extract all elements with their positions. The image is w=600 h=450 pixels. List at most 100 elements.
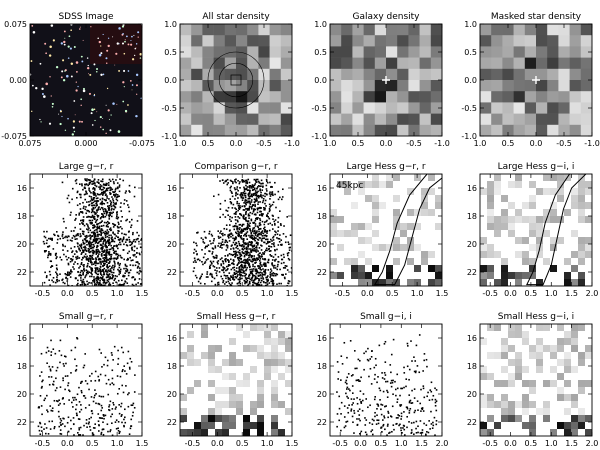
cmd-point — [240, 214, 243, 217]
density-cell — [386, 124, 398, 136]
cmd-point — [275, 273, 277, 275]
star-point — [72, 120, 76, 123]
hess-cell — [243, 345, 251, 353]
hess-cell — [508, 244, 516, 252]
cmd-point — [106, 235, 109, 238]
cmd-point — [243, 254, 246, 257]
cmd-point — [63, 417, 65, 420]
density-cell — [236, 57, 248, 70]
hess-cell — [393, 181, 401, 189]
hess-cell — [194, 352, 202, 360]
cmd-point — [76, 190, 79, 193]
cmd-point — [261, 214, 264, 217]
density-cell — [536, 46, 548, 58]
cmd-point — [265, 276, 267, 279]
cmd-point — [256, 178, 259, 181]
cmd-point — [94, 271, 97, 274]
cmd-point — [118, 388, 121, 390]
cmd-point — [199, 276, 202, 279]
hess-cell — [407, 265, 415, 273]
cmd-point — [239, 206, 242, 209]
cmd-point — [273, 222, 276, 225]
hess-cell — [522, 279, 530, 286]
cmd-point — [106, 266, 108, 268]
cmd-point — [87, 225, 89, 228]
hess-cell — [180, 352, 188, 360]
cmd-point — [38, 406, 40, 408]
density-cell — [180, 24, 192, 36]
hess-cell — [365, 251, 373, 259]
cmd-point — [243, 266, 246, 268]
cmd-point — [255, 246, 257, 249]
hess-cell — [194, 401, 202, 409]
cmd-point — [130, 226, 132, 229]
cmd-point — [259, 257, 262, 260]
density-cell — [236, 35, 248, 47]
density-cell — [386, 102, 398, 114]
density-cell — [341, 68, 353, 81]
cmd-point — [255, 181, 258, 183]
cmd-point — [109, 213, 111, 215]
density-cell — [580, 35, 592, 47]
cmd-point — [267, 278, 269, 281]
cmd-point — [253, 227, 256, 229]
density-cell — [430, 68, 442, 81]
cmd-point — [210, 242, 212, 245]
cmd-point — [63, 220, 65, 223]
cmd-point — [119, 283, 121, 286]
cmd-point — [121, 421, 123, 424]
cmd-point — [91, 268, 93, 270]
hess-cell — [543, 195, 551, 203]
density-cell — [341, 57, 353, 70]
cmd-point — [108, 211, 111, 214]
hess-cell — [414, 209, 422, 217]
cmd-point — [221, 277, 224, 280]
cmd-point — [86, 243, 88, 246]
density-cell — [374, 124, 387, 136]
cmd-point — [396, 387, 399, 390]
x-tick-label: 1.0 — [411, 289, 424, 298]
cmd-point — [255, 218, 257, 220]
cmd-point — [126, 238, 128, 241]
cmd-point — [252, 188, 255, 191]
cmd-point — [236, 244, 239, 247]
hess-cell — [208, 373, 216, 381]
cmd-point — [229, 198, 232, 200]
cmd-point — [265, 247, 268, 250]
cmd-point — [259, 201, 261, 203]
cmd-point — [369, 358, 371, 360]
cmd-point — [79, 271, 82, 274]
cmd-point — [67, 430, 70, 433]
cmd-point — [374, 357, 377, 360]
hess-cell — [372, 195, 380, 203]
star-point — [44, 42, 47, 45]
cmd-point — [139, 253, 141, 256]
cmd-point — [93, 394, 96, 397]
x-tick-label: 0.5 — [202, 139, 215, 148]
cmd-point — [232, 276, 235, 278]
red-haze — [90, 24, 142, 64]
cmd-point — [238, 206, 241, 208]
cmd-point — [118, 273, 120, 276]
star-point — [67, 57, 70, 59]
cmd-point — [223, 283, 226, 285]
cmd-point — [81, 283, 83, 286]
cmd-point — [131, 248, 133, 251]
cmd-point — [90, 236, 92, 238]
star-point — [39, 118, 41, 121]
star-point — [107, 109, 110, 112]
y-tick-label: -0.5 — [461, 104, 477, 113]
cmd-point — [266, 280, 269, 282]
cmd-point — [100, 352, 103, 354]
density-cell — [386, 46, 398, 58]
cmd-point — [200, 275, 203, 278]
hess-cell — [571, 188, 579, 196]
cmd-point — [122, 249, 125, 251]
cmd-point — [105, 382, 108, 385]
cmd-point — [230, 284, 233, 286]
cmd-point — [117, 229, 119, 232]
cmd-point — [249, 195, 252, 197]
cmd-point — [224, 258, 226, 261]
density-cell — [547, 68, 559, 81]
cmd-point — [266, 214, 268, 216]
